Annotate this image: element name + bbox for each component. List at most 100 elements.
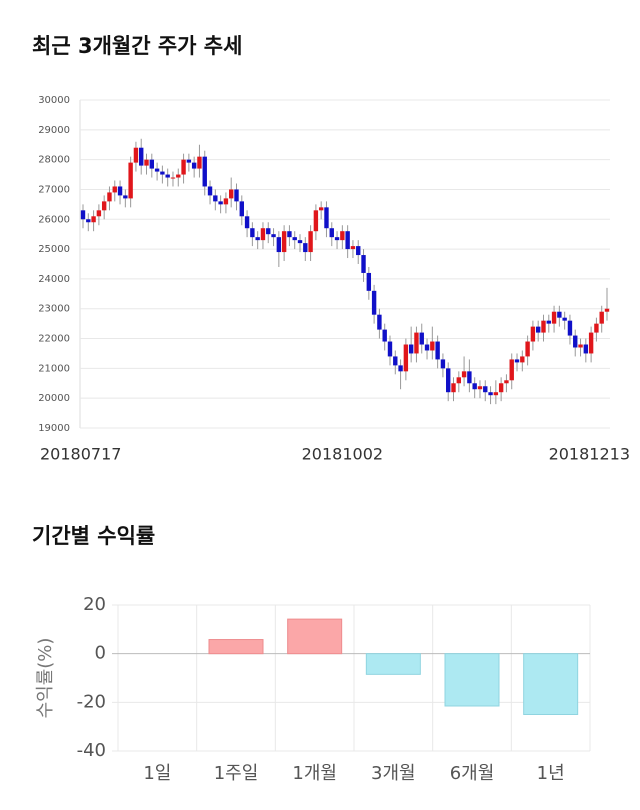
candle-body — [377, 314, 382, 330]
candle-body — [446, 368, 451, 393]
candle-body — [557, 311, 562, 318]
candle-body — [451, 383, 456, 393]
candle-body — [504, 380, 509, 384]
candle-body — [414, 332, 419, 354]
candle-body — [356, 246, 361, 256]
chart-title: 기간별 수익률 — [32, 524, 155, 548]
y-tick-label: 26000 — [38, 214, 70, 225]
candle-body — [297, 240, 303, 244]
candle-body — [117, 186, 123, 196]
x-tick-label: 20181213 — [549, 445, 630, 464]
candle-body — [594, 323, 599, 333]
candle-body — [207, 186, 213, 196]
candle-body — [366, 272, 372, 291]
y-tick-label: 20 — [83, 594, 106, 615]
candle-body — [424, 344, 430, 351]
candle-body — [583, 344, 589, 354]
candle-body — [255, 237, 260, 241]
candle-body — [107, 192, 112, 202]
candle-body — [488, 392, 493, 396]
candle-body — [541, 320, 546, 333]
candle-body — [546, 320, 551, 324]
candle-body — [371, 290, 377, 315]
candle-body — [266, 228, 271, 235]
candle-body — [181, 159, 186, 175]
x-tick-label: 1주일 — [214, 763, 259, 784]
bar — [287, 618, 343, 655]
candle-body — [112, 186, 117, 193]
candle-body — [340, 231, 345, 241]
candle-body — [186, 159, 192, 163]
candle-body — [170, 177, 176, 179]
y-tick-label: 20000 — [38, 393, 70, 404]
candle-body — [123, 195, 128, 199]
bar — [523, 653, 579, 716]
candle-body — [191, 162, 197, 169]
candle-body — [96, 210, 102, 217]
candle-body — [229, 189, 234, 199]
candle-body — [133, 147, 139, 163]
candle-body — [154, 168, 160, 172]
candle-body — [435, 341, 440, 360]
candle-body — [525, 341, 530, 357]
y-tick-label: -40 — [77, 740, 106, 761]
candle-body — [520, 356, 525, 363]
candle-body — [588, 332, 594, 354]
x-tick-label: 1일 — [143, 763, 171, 784]
candle-body — [281, 231, 287, 253]
bar — [208, 639, 264, 655]
candle-body — [551, 311, 557, 324]
candle-body — [382, 329, 387, 342]
candle-body — [244, 216, 250, 229]
x-tick-label: 20180717 — [40, 445, 121, 464]
x-tick-label: 6개월 — [450, 763, 495, 784]
candle-body — [514, 359, 520, 363]
candle-body — [86, 219, 91, 223]
y-tick-label: 24000 — [38, 274, 70, 285]
candle-body — [276, 237, 282, 253]
candle-body — [387, 341, 393, 357]
candle-body — [562, 317, 567, 321]
y-tick-label: 28000 — [38, 155, 70, 166]
candle-body — [197, 156, 202, 169]
candle-body — [176, 174, 181, 178]
y-tick-label: -20 — [77, 691, 106, 712]
y-tick-label: 23000 — [38, 304, 70, 315]
y-tick-label: 21000 — [38, 363, 70, 374]
bar — [365, 653, 421, 675]
candle-body — [308, 231, 313, 253]
candle-body — [287, 231, 292, 238]
candle-body — [578, 344, 583, 348]
candle-body — [202, 156, 207, 187]
candle-body — [260, 228, 266, 241]
y-tick-label: 22000 — [38, 334, 70, 345]
candle-body — [271, 234, 276, 238]
candle-body — [530, 326, 536, 342]
candle-body — [599, 311, 604, 324]
candle-body — [398, 365, 403, 372]
candle-body — [239, 201, 244, 217]
candle-body — [91, 216, 96, 223]
candle-body — [329, 228, 334, 238]
x-tick-label: 1개월 — [292, 763, 337, 784]
candle-body — [477, 386, 483, 390]
candle-body — [483, 386, 488, 393]
candle-body — [361, 255, 366, 273]
candle-body — [604, 308, 610, 312]
candle-body — [292, 237, 297, 241]
candle-body — [250, 228, 255, 238]
x-tick-label: 20181002 — [302, 445, 383, 464]
y-tick-label: 19000 — [38, 423, 70, 434]
y-tick-label: 0 — [95, 643, 106, 664]
y-tick-label: 27000 — [38, 184, 70, 195]
candle-body — [403, 344, 409, 372]
candle-body — [419, 332, 424, 345]
candle-body — [509, 359, 514, 381]
candle-body — [128, 162, 133, 199]
x-tick-label: 3개월 — [371, 763, 416, 784]
bar — [444, 653, 500, 707]
candle-body — [535, 326, 541, 333]
candle-body — [472, 383, 477, 390]
y-tick-label: 30000 — [38, 95, 70, 106]
